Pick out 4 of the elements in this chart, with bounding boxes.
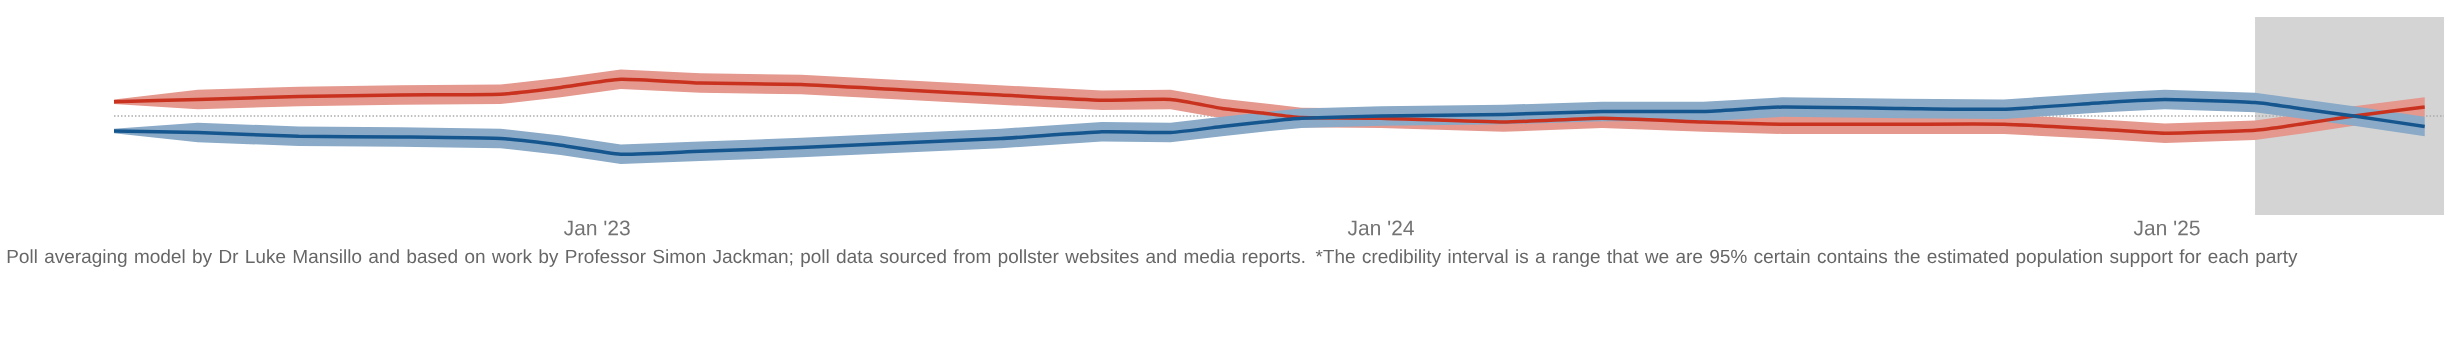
text: Poll averaging model by Dr Luke Mansillo and based on work by Professor Simon Jackman; poll data sourced from pollster websites and media reports. *The credibility interval is a range that we are 95% certain contains the estimated population support for each party <box>7 249 2298 267</box>
x-tick-label: Jan '24 <box>1347 220 1414 236</box>
x-tick-label: Jan '23 <box>563 220 630 236</box>
x-tick-label: Jan '25 <box>2133 220 2200 236</box>
